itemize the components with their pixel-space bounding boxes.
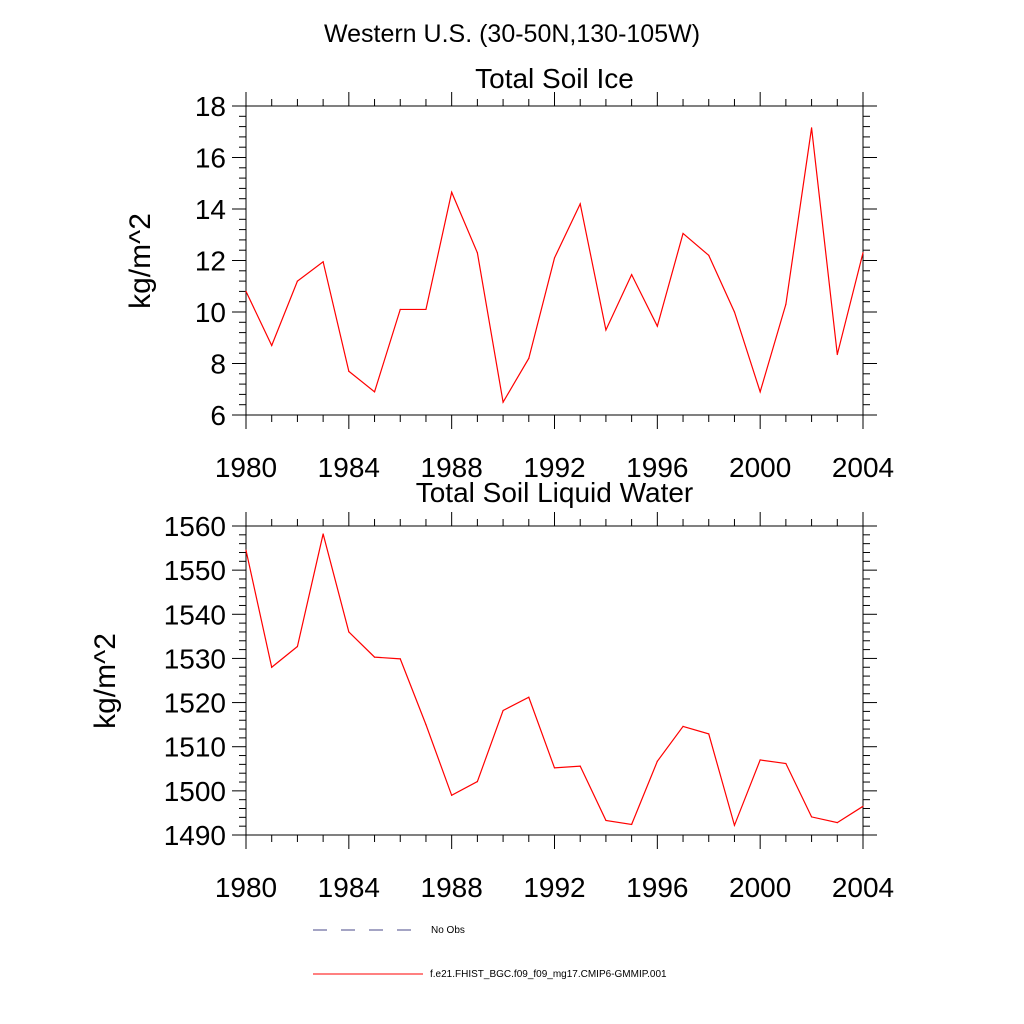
data-point — [528, 696, 530, 698]
x-tick-label: 1992 — [523, 452, 585, 483]
y-tick-label: 8 — [210, 349, 226, 380]
data-point — [862, 252, 864, 254]
panel-title: Total Soil Ice — [475, 63, 634, 94]
data-point — [733, 824, 736, 826]
data-point — [245, 549, 247, 551]
y-tick-label: 1490 — [164, 820, 226, 851]
plot-frame — [245, 525, 864, 836]
x-tick-label: 1980 — [215, 872, 277, 903]
y-tick-label: 1520 — [164, 688, 226, 719]
x-tick-label: 2000 — [729, 452, 791, 483]
data-point — [502, 401, 504, 403]
data-point — [553, 257, 556, 259]
y-tick-label: 1540 — [164, 599, 226, 630]
data-point — [785, 762, 787, 765]
x-tick-label: 2004 — [832, 872, 894, 903]
data-point — [579, 765, 581, 767]
x-tick-label: 2004 — [832, 452, 894, 483]
data-point — [759, 391, 761, 393]
data-point — [862, 805, 864, 807]
data-point — [579, 203, 581, 205]
data-point — [451, 191, 453, 193]
data-point — [631, 823, 633, 826]
data-point — [810, 127, 813, 129]
data-point — [296, 645, 299, 648]
data-point — [836, 822, 838, 824]
y-axis-label: kg/m^2 — [124, 213, 157, 309]
y-tick-label: 18 — [195, 91, 226, 122]
data-point — [656, 760, 658, 762]
data-point — [271, 666, 273, 668]
x-tick-label: 2000 — [729, 872, 791, 903]
data-point — [399, 658, 401, 660]
legend-label-model: f.e21.FHIST_BGC.f09_f09_mg17.CMIP6-GMMIP… — [430, 969, 667, 980]
figure-title: Western U.S. (30-50N,130-105W) — [324, 20, 700, 48]
data-point — [373, 656, 376, 658]
data-point — [322, 533, 324, 535]
panel-title: Total Soil Liquid Water — [416, 477, 694, 508]
data-point — [502, 709, 504, 712]
x-tick-label: 1984 — [318, 872, 380, 903]
y-tick-label: 6 — [210, 400, 226, 431]
data-point — [759, 759, 761, 761]
x-tick-label: 1992 — [523, 872, 585, 903]
data-point — [296, 280, 299, 282]
y-tick-label: 10 — [195, 297, 226, 328]
data-point — [476, 780, 478, 783]
data-point — [785, 303, 787, 305]
x-tick-label: 1988 — [421, 872, 483, 903]
data-point — [810, 816, 813, 818]
y-tick-label: 1500 — [164, 776, 226, 807]
data-point — [425, 724, 427, 726]
y-tick-label: 14 — [195, 194, 226, 225]
x-tick-label: 1996 — [626, 872, 688, 903]
data-point — [451, 794, 453, 796]
data-point — [528, 357, 530, 359]
data-point — [476, 252, 478, 254]
soil-ice-panel: Total Soil Ice kg/m^2 1980 1984 1988 1992 1996… — [124, 63, 894, 483]
data-point — [373, 391, 376, 393]
data-point — [322, 261, 324, 263]
series-line — [245, 533, 864, 828]
data-point — [682, 725, 684, 728]
legend-label-no-obs: No Obs — [431, 925, 465, 936]
data-point — [553, 767, 556, 769]
data-point — [348, 370, 350, 372]
y-axis-label: kg/m^2 — [89, 633, 122, 729]
data-point — [605, 329, 607, 331]
data-point — [631, 274, 633, 276]
y-tick-label: 12 — [195, 246, 226, 277]
data-point — [733, 311, 736, 313]
y-tick-label: 1560 — [164, 511, 226, 542]
soil-liquid-water-panel: Total Soil Liquid Water kg/m^2 1980 1984 198… — [89, 477, 894, 903]
data-point — [399, 308, 401, 311]
x-tick-label: 1980 — [215, 452, 277, 483]
y-tick-label: 1530 — [164, 643, 226, 674]
x-tick-label: 1988 — [421, 452, 483, 483]
data-point — [682, 232, 684, 235]
data-point — [605, 819, 607, 822]
data-point — [836, 353, 838, 356]
series-line — [245, 127, 864, 404]
data-point — [708, 254, 710, 256]
data-point — [708, 733, 710, 735]
data-point — [348, 631, 350, 633]
y-tick-label: 1510 — [164, 732, 226, 763]
x-tick-label: 1984 — [318, 452, 380, 483]
legend: No Obs f.e21.FHIST_BGC.f09_f09_mg17.CMIP… — [313, 925, 667, 980]
x-tick-label: 1996 — [626, 452, 688, 483]
y-tick-label: 1550 — [164, 555, 226, 586]
data-point — [245, 290, 247, 292]
data-point — [425, 308, 427, 311]
y-tick-label: 16 — [195, 143, 226, 174]
data-point — [656, 325, 658, 327]
data-point — [271, 344, 273, 347]
plot-frame — [245, 105, 864, 416]
